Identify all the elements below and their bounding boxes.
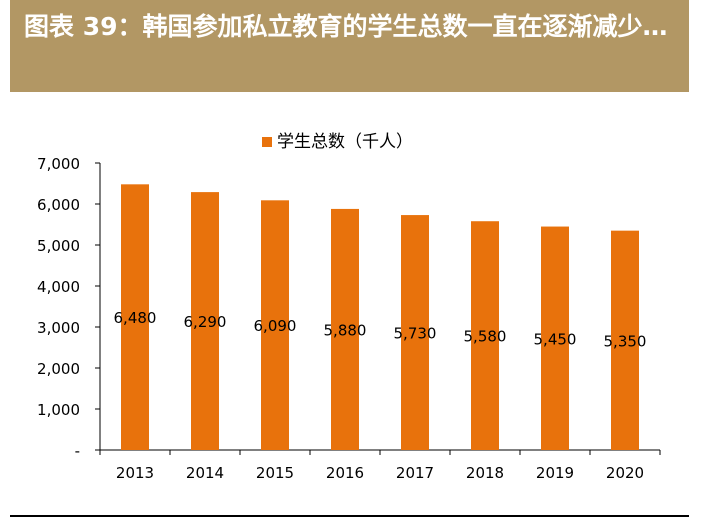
- x-tick-label: 2014: [186, 464, 224, 482]
- y-tick-label: 2,000: [37, 360, 80, 378]
- y-tick-label: 4,000: [37, 278, 80, 296]
- x-tick-label: 2018: [466, 464, 504, 482]
- x-tick-label: 2020: [606, 464, 644, 482]
- bar-value-label: 5,350: [604, 332, 647, 350]
- bottom-rule: [10, 515, 689, 517]
- x-tick-label: 2019: [536, 464, 574, 482]
- y-tick-label: 3,000: [37, 319, 80, 337]
- figure-title: 图表 39：韩国参加私立教育的学生总数一直在逐渐减少…: [24, 12, 668, 41]
- x-tick-label: 2016: [326, 464, 364, 482]
- bar-value-label: 6,090: [254, 317, 297, 335]
- bar: [331, 208, 359, 450]
- bars: [121, 184, 639, 451]
- bar: [401, 215, 429, 450]
- bar-value-label: 5,880: [324, 321, 367, 339]
- legend-swatch: [262, 137, 272, 147]
- bar-value-label: 5,730: [394, 325, 437, 343]
- bar: [611, 230, 639, 450]
- bar: [541, 226, 569, 450]
- bar-value-label: 6,480: [114, 309, 157, 327]
- y-tick-label: -: [75, 442, 80, 460]
- x-tick-label: 2017: [396, 464, 434, 482]
- y-axis: - 1,000 2,000 3,000 4,000 5,000 6,000 7,000: [37, 155, 101, 460]
- y-tick-label: 5,000: [37, 237, 80, 255]
- bar: [261, 200, 289, 450]
- legend-label: 学生总数（千人）: [277, 132, 413, 152]
- bar: [121, 184, 149, 450]
- bar: [471, 221, 499, 450]
- x-tick-label: 2013: [116, 464, 154, 482]
- x-tick-label: 2015: [256, 464, 294, 482]
- y-tick-label: 7,000: [37, 155, 80, 173]
- bar: [191, 192, 219, 451]
- bar-value-label: 5,450: [534, 330, 577, 348]
- y-tick-label: 1,000: [37, 401, 80, 419]
- figure-header: 图表 39：韩国参加私立教育的学生总数一直在逐渐减少…: [10, 0, 689, 92]
- bar-value-label: 5,580: [464, 328, 507, 346]
- bar-value-label: 6,290: [184, 313, 227, 331]
- data-labels: 6,480 6,290 6,090 5,880 5,730 5,580 5,450 5,350: [114, 309, 647, 350]
- chart-legend: 学生总数（千人）: [262, 132, 413, 152]
- y-tick-label: 6,000: [37, 196, 80, 214]
- x-axis: 2013 2014 2015 2016 2017 2018 2019 2020: [99, 449, 661, 482]
